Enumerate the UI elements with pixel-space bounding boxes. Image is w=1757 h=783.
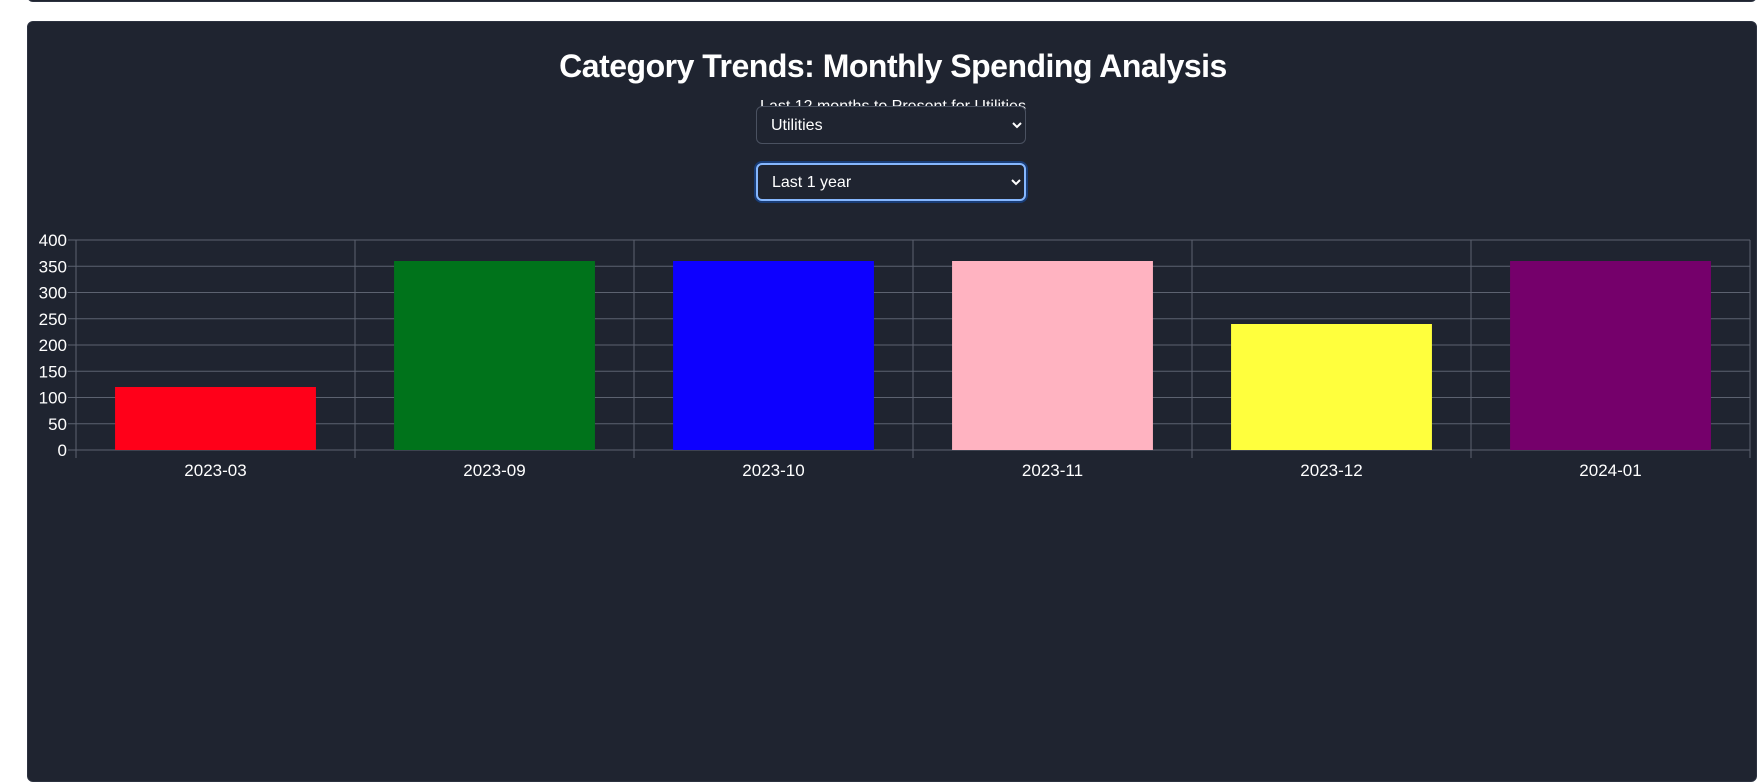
category-trends-card: Category Trends: Monthly Spending Analys…: [27, 21, 1757, 782]
category-select[interactable]: Utilities: [756, 106, 1026, 144]
previous-card-edge: [27, 0, 1757, 2]
time-range-select[interactable]: Last 1 year: [756, 163, 1026, 201]
page-title: Category Trends: Monthly Spending Analys…: [559, 48, 1227, 84]
